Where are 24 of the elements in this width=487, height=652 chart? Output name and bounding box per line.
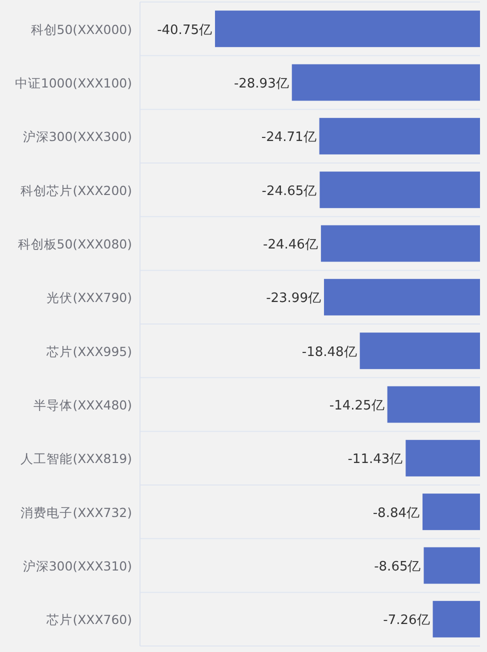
y-tick-label: 科创板50(XXX080) (18, 236, 132, 252)
data-label: -8.84亿 (372, 506, 420, 521)
data-label: -24.71亿 (261, 130, 316, 146)
y-tick-label: 中证1000(XXX100) (14, 76, 132, 90)
data-label: -18.48亿 (302, 344, 357, 360)
data-label: -28.93亿 (234, 76, 289, 92)
y-tick-label: 沪深300(XXX300) (22, 129, 132, 144)
y-tick-label: 科创50(XXX000) (30, 22, 132, 37)
y-tick-label: 沪深300(XXX310) (22, 558, 132, 574)
y-tick-label: 消费电子(XXX732) (20, 504, 132, 520)
data-label: -24.46亿 (263, 238, 318, 252)
y-tick-label: 芯片(XXX995) (46, 344, 132, 359)
data-label: -11.43亿 (348, 452, 403, 468)
y-tick-label: 光伏(XXX790) (46, 290, 132, 306)
data-label: -24.65亿 (262, 184, 317, 199)
y-tick-label: 科创芯片(XXX200) (20, 182, 132, 198)
y-tick-label: 人工智能(XXX819) (20, 451, 132, 466)
y-tick-label: 半导体(XXX480) (34, 398, 132, 412)
data-label: -7.26亿 (383, 613, 430, 628)
data-label: -8.65亿 (374, 560, 421, 574)
y-tick-label: 芯片(XXX760) (46, 612, 132, 628)
data-label: -40.75亿 (157, 22, 212, 38)
data-label: -23.99亿 (266, 291, 321, 306)
data-label: -14.25亿 (329, 398, 384, 414)
